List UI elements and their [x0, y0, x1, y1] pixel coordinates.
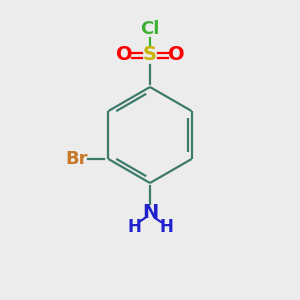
Text: H: H — [127, 218, 141, 236]
Text: Br: Br — [65, 150, 88, 168]
Text: H: H — [159, 218, 173, 236]
Text: O: O — [116, 46, 132, 64]
Text: S: S — [143, 46, 157, 64]
Text: O: O — [168, 46, 184, 64]
Text: Cl: Cl — [140, 20, 160, 38]
Text: N: N — [142, 203, 158, 223]
